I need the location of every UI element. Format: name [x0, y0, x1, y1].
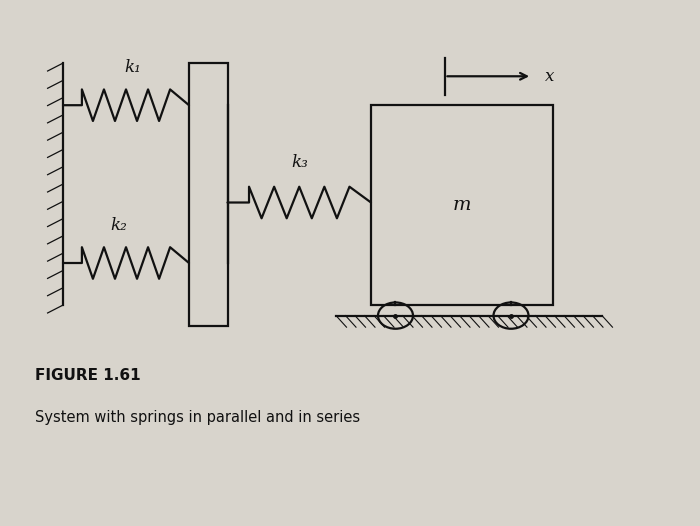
Text: m: m — [453, 196, 471, 214]
Bar — [189, 63, 228, 326]
Text: k₃: k₃ — [291, 154, 307, 171]
Text: k₂: k₂ — [111, 217, 127, 234]
Text: FIGURE 1.61: FIGURE 1.61 — [35, 368, 141, 383]
Text: k₁: k₁ — [125, 59, 141, 76]
Bar — [371, 105, 553, 305]
Text: System with springs in parallel and in series: System with springs in parallel and in s… — [35, 410, 360, 426]
Text: x: x — [545, 68, 554, 85]
